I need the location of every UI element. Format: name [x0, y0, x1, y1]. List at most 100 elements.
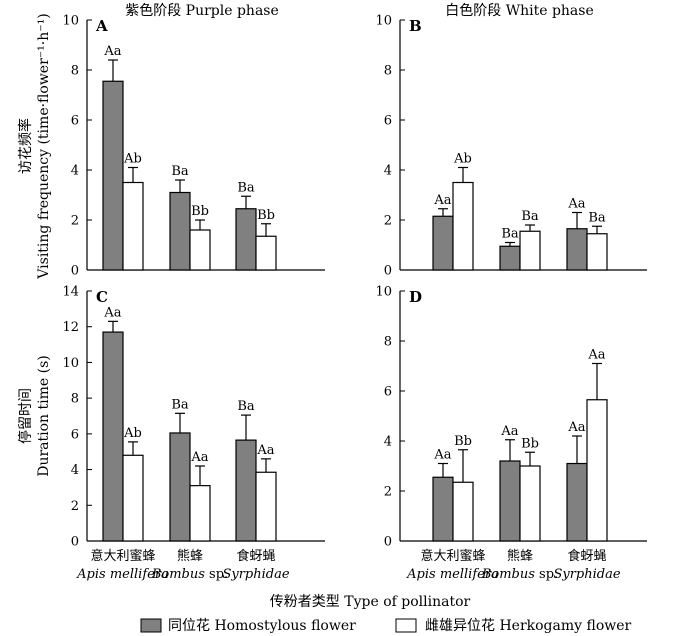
significance-label: Aa [500, 424, 518, 439]
y-tick-label: 6 [384, 114, 392, 129]
legend-swatch-herkogamy [395, 618, 417, 633]
y-tick-label: 0 [384, 264, 392, 279]
bar-herkogamy [586, 233, 608, 271]
significance-label: Ba [237, 180, 255, 195]
bar-herkogamy [255, 235, 277, 271]
bar-homostylous [566, 462, 588, 542]
y-tick-label: 2 [71, 214, 79, 229]
y-label-top-en: Visiting frequency (time·flower⁻¹·h⁻¹) [36, 13, 52, 279]
y-tick-label: 4 [384, 435, 392, 450]
bar-homostylous [499, 245, 521, 271]
bar-herkogamy [519, 230, 541, 271]
category-label-zh: 意大利蜜蜂 [90, 548, 155, 564]
y-tick-label: 2 [384, 214, 392, 229]
legend-label-herkogamy: 雌雄异位花 Herkogamy flower [425, 618, 632, 634]
bar-herkogamy [255, 471, 277, 542]
significance-label: Aa [587, 348, 605, 363]
category-label-zh: 食蚜蝇 [236, 548, 275, 564]
significance-label: Bb [454, 434, 472, 449]
bar-herkogamy [519, 465, 541, 542]
category-label-zh: 食蚜蝇 [567, 548, 606, 564]
y-tick-label: 10 [375, 285, 392, 300]
bar-herkogamy [452, 481, 474, 542]
category-label-en: Syrphidae [553, 567, 620, 582]
bar-homostylous [102, 80, 124, 271]
legend-label-homostylous: 同位花 Homostylous flower [168, 618, 356, 634]
bar-herkogamy [122, 181, 144, 271]
y-tick-label: 4 [71, 164, 79, 179]
bar-homostylous [169, 191, 191, 271]
significance-label: Aa [567, 197, 585, 212]
legend-swatch-homostylous [140, 618, 162, 633]
y-tick-label: 4 [384, 164, 392, 179]
bar-homostylous [235, 208, 257, 271]
significance-label: Ab [453, 152, 472, 167]
y-tick-label: 8 [71, 64, 79, 79]
significance-label: Aa [190, 450, 208, 465]
y-label-top-zh: 访花频率 [17, 118, 34, 174]
significance-label: Aa [256, 443, 274, 458]
y-tick-label: 10 [62, 356, 79, 371]
category-label-zh: 意大利蜜蜂 [420, 548, 485, 564]
category-label-en: Apis mellifera [76, 567, 169, 582]
y-tick-label: 0 [71, 264, 79, 279]
significance-label: Ba [501, 227, 519, 242]
panel-letter: C [96, 288, 108, 306]
bar-herkogamy [452, 181, 474, 271]
y-tick-label: 8 [384, 64, 392, 79]
bar-homostylous [432, 476, 454, 542]
y-tick-label: 6 [71, 114, 79, 129]
significance-label: Aa [433, 448, 451, 463]
y-label-bottom: 停留时间 Duration time (s) [17, 355, 52, 477]
y-label-bottom-zh: 停留时间 [17, 388, 34, 444]
significance-label: Aa [433, 193, 451, 208]
significance-label: Aa [103, 44, 121, 59]
y-tick-label: 6 [384, 385, 392, 400]
bar-herkogamy [122, 454, 144, 542]
significance-label: Ab [123, 426, 142, 441]
legend: 同位花 Homostylous flower 雌雄异位花 Herkogamy f… [140, 618, 632, 634]
significance-label: Bb [257, 208, 275, 223]
bar-homostylous [499, 460, 521, 542]
panel-title: 白色阶段 White phase [445, 2, 594, 19]
significance-label: Ba [171, 164, 189, 179]
category-label-en: Syrphidae [222, 567, 289, 582]
significance-label: Ab [123, 152, 142, 167]
bar-herkogamy [586, 399, 608, 542]
significance-label: Bb [521, 436, 539, 451]
y-tick-label: 14 [62, 285, 79, 300]
panel-letter: D [409, 288, 422, 306]
bar-herkogamy [189, 485, 211, 542]
y-tick-label: 0 [384, 535, 392, 550]
significance-label: Aa [103, 305, 121, 320]
category-label-zh: 熊蜂 [177, 548, 203, 564]
y-tick-label: 10 [375, 14, 392, 29]
y-tick-label: 8 [71, 392, 79, 407]
panel-title: 紫色阶段 Purple phase [125, 2, 279, 19]
category-label-en: Bombus sp. [151, 567, 228, 582]
y-tick-label: 0 [71, 535, 79, 550]
y-tick-label: 10 [62, 14, 79, 29]
y-tick-label: 6 [71, 427, 79, 442]
significance-label: Ba [588, 210, 606, 225]
bar-herkogamy [189, 229, 211, 271]
y-tick-label: 4 [71, 463, 79, 478]
significance-label: Aa [567, 420, 585, 435]
significance-label: Ba [521, 209, 539, 224]
category-label-en: Apis mellifera [406, 567, 499, 582]
bar-homostylous [235, 439, 257, 542]
y-tick-label: 12 [62, 320, 79, 335]
y-label-bottom-en: Duration time (s) [36, 355, 52, 477]
y-tick-label: 8 [384, 335, 392, 350]
y-tick-label: 2 [384, 485, 392, 500]
x-axis-label: 传粉者类型 Type of pollinator [270, 594, 471, 610]
significance-label: Ba [237, 399, 255, 414]
bar-homostylous [432, 215, 454, 271]
y-tick-label: 2 [71, 499, 79, 514]
